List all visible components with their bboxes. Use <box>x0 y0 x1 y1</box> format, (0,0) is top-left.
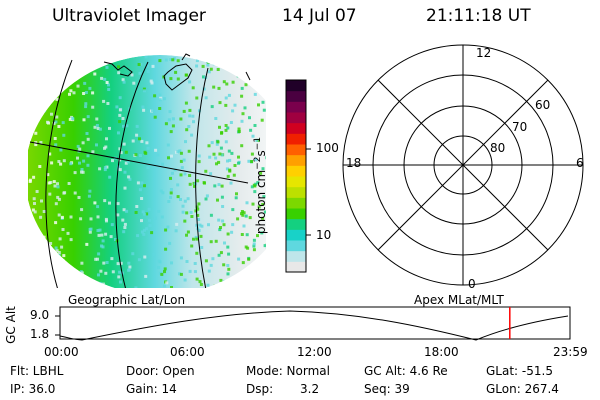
lat-label-70: 70 <box>512 120 528 134</box>
colorbar-segment <box>286 197 306 209</box>
colorbar <box>286 80 306 273</box>
info-gain: Gain: 14 <box>126 382 177 396</box>
instrument-title: Ultraviolet Imager <box>52 6 206 26</box>
timeline-ytick-1.8: 1.8 <box>30 327 50 341</box>
lat-label-80: 80 <box>490 141 506 155</box>
colorbar-segment <box>286 240 306 252</box>
colorbar-segment <box>286 208 306 220</box>
info-ip: IP: 36.0 <box>10 382 56 396</box>
timeline-xtick-1200: 12:00 <box>297 345 332 359</box>
colorbar-unit-label: photon cm−2s−1 <box>253 136 269 235</box>
mlt-label-12: 12 <box>476 46 492 60</box>
timeline-xtick-1800: 18:00 <box>424 345 459 359</box>
colorbar-segment <box>286 250 306 262</box>
colorbar-segment <box>286 80 306 92</box>
mlt-label-18: 18 <box>346 156 362 170</box>
lat-label-60: 60 <box>535 98 551 112</box>
colorbar-tick-100: 100 <box>316 141 339 155</box>
colorbar-segment <box>286 144 306 156</box>
info-gc-alt: GC Alt: 4.6 Re <box>364 364 448 378</box>
info-door: Door: Open <box>126 364 195 378</box>
colorbar-segment <box>286 154 306 166</box>
coastline <box>103 53 193 91</box>
info-glon: GLon: 267.4 <box>486 382 559 396</box>
colorbar-segment <box>286 261 306 273</box>
timeline-y-label: GC Alt <box>3 306 18 344</box>
timeline-xtick-2359: 23:59 <box>553 345 588 359</box>
colorbar-segment <box>286 186 306 198</box>
time-label: 21:11:18 UT <box>426 6 531 26</box>
colorbar-segment <box>286 229 306 241</box>
timeline-xtick-0000: 00:00 <box>44 345 79 359</box>
colorbar-tick-10: 10 <box>316 228 332 242</box>
colorbar-segment <box>286 165 306 177</box>
colorbar-segment <box>286 218 306 230</box>
info-dsp-label: Dsp: <box>246 382 274 396</box>
colorbar-segment <box>286 176 306 188</box>
colorbar-segment <box>286 122 306 134</box>
timeline-left-title: Geographic Lat/Lon <box>68 293 186 307</box>
polar-plot <box>342 44 584 286</box>
info-seq: Seq: 39 <box>364 382 410 396</box>
info-filter: Flt: LBHL <box>10 364 64 378</box>
mlt-label-0: 0 <box>468 277 476 291</box>
date-label: 14 Jul 07 <box>282 6 357 26</box>
timeline-right-title: Apex MLat/MLT <box>414 293 504 307</box>
info-mode: Mode: Normal <box>246 364 330 378</box>
mlt-label-6: 6 <box>576 156 584 170</box>
info-glat: GLat: -51.5 <box>486 364 553 378</box>
colorbar-segment <box>286 133 306 145</box>
globe-image <box>28 55 266 288</box>
colorbar-segment <box>286 90 306 102</box>
colorbar-segment <box>286 112 306 124</box>
colorbar-segment <box>286 101 306 113</box>
timeline-xtick-0600: 06:00 <box>170 345 205 359</box>
info-dsp-value: 3.2 <box>300 382 320 396</box>
timeline-plot <box>55 306 571 341</box>
timeline-ytick-9: 9.0 <box>30 308 50 322</box>
